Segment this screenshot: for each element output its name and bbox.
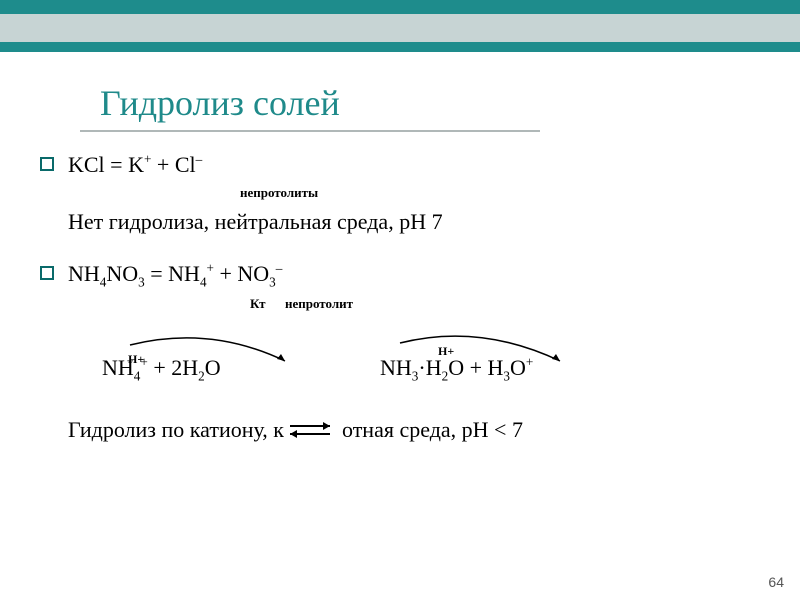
decor-bar-1 <box>0 0 800 14</box>
note-2: Кт непротолит <box>250 295 760 313</box>
reaction-block: H+ H+ NH4+ + 2H2O NH3·H2O + H3O+ <box>40 335 760 405</box>
text-line-1: Нет гидролиза, нейтральная среда, рН 7 <box>68 207 760 237</box>
slide-body: Гидролиз солей KCl = K+ + Cl– непротолит… <box>0 52 800 600</box>
title-underline <box>80 130 540 132</box>
bullet-row-1: KCl = K+ + Cl– <box>40 150 760 180</box>
bullet-row-2: NH4NO3 = NH4+ + NO3– <box>40 259 760 291</box>
decor-bar-2 <box>0 14 800 42</box>
decor-bar-3 <box>0 42 800 52</box>
reaction-right: NH3·H2O + H3O+ <box>380 353 533 385</box>
bullet-icon <box>40 266 54 280</box>
text-line-2: Гидролиз по катиону, к отная среда, рН <… <box>68 415 760 445</box>
equation-1: KCl = K+ + Cl– <box>68 150 202 180</box>
note-1: непротолиты <box>240 184 760 202</box>
line2-suffix: отная среда, рН < 7 <box>342 417 523 442</box>
page-number: 64 <box>768 574 784 590</box>
equilibrium-arrows-icon <box>284 418 342 440</box>
bullet-icon <box>40 157 54 171</box>
slide-title: Гидролиз солей <box>100 82 760 124</box>
line2-prefix: Гидролиз по катиону, к <box>68 417 284 442</box>
equation-2: NH4NO3 = NH4+ + NO3– <box>68 259 282 291</box>
reaction-left: NH4+ + 2H2O <box>102 353 221 385</box>
slide-content: KCl = K+ + Cl– непротолиты Нет гидролиза… <box>40 150 760 444</box>
